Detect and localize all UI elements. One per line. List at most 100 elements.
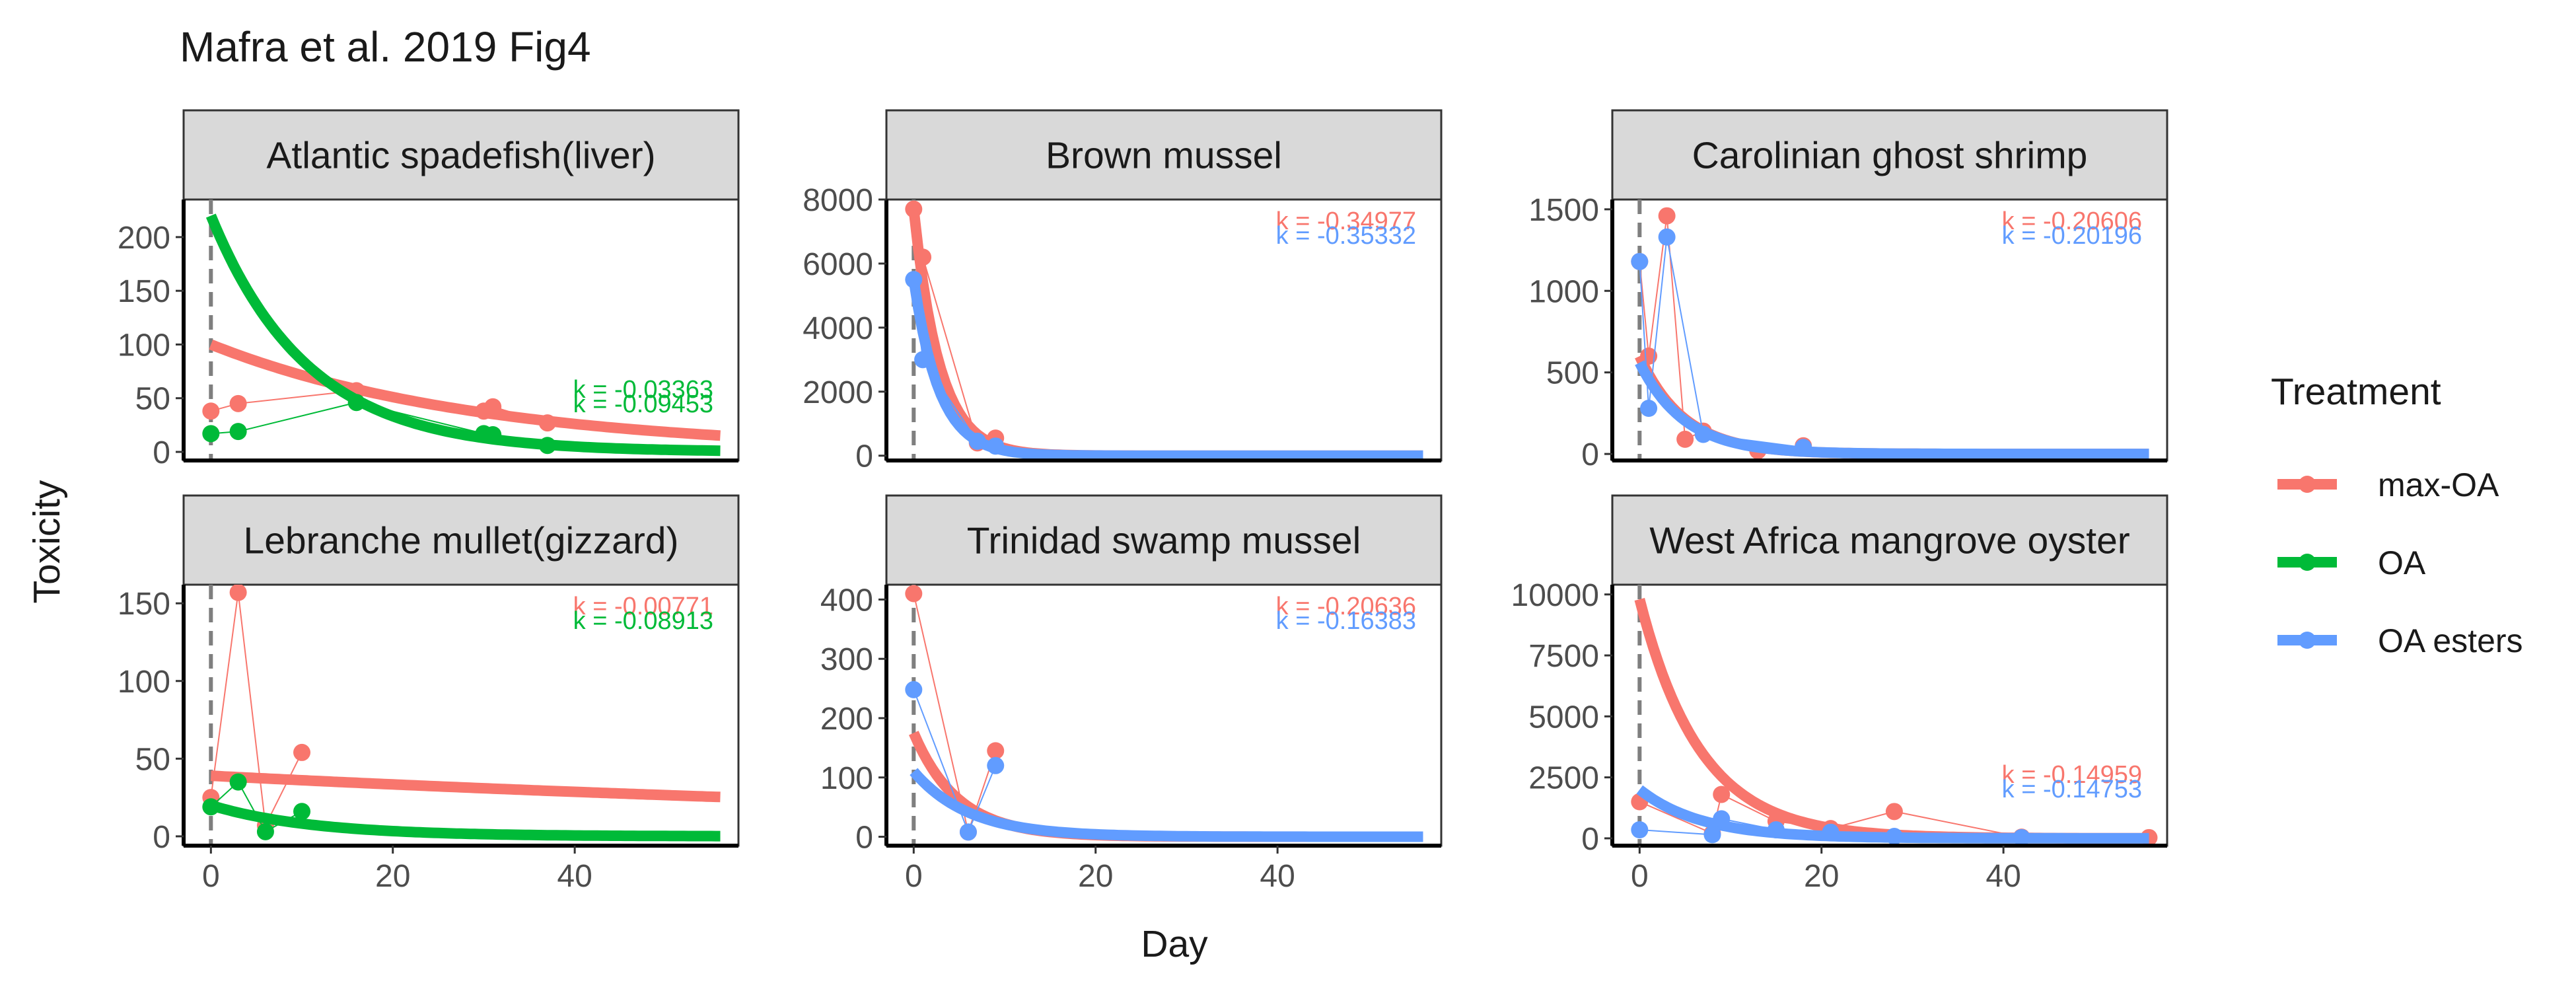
k-label: k = -0.00771 [573,593,713,620]
data-point-oa-esters [1822,823,1840,841]
data-point-oa-esters [914,351,932,369]
data-point-max-oa [1885,803,1903,821]
data-point-max-oa [484,398,502,416]
legend-label: OA [2378,544,2426,581]
k-label: k = -0.34977 [1276,207,1416,235]
y-tick-label: 500 [1546,356,1599,391]
data-point-oa [229,423,247,441]
y-tick-label: 50 [135,382,170,417]
y-tick-label: 0 [1581,822,1599,857]
legend-key-point [2299,554,2316,571]
legend-item-oa: OA [2277,544,2426,581]
data-point-oa-esters [905,271,923,289]
y-tick-label: 1000 [1528,274,1599,309]
y-tick-label: 1500 [1528,193,1599,228]
data-point-max-oa [229,585,247,601]
strip-label: Atlantic spadefish(liver) [266,135,655,177]
plot-area [1611,583,2168,847]
y-tick-label: 100 [118,328,170,363]
data-point-oa [202,798,220,816]
y-tick-label: 100 [820,761,873,796]
y-tick-label: 0 [153,820,170,855]
data-point-oa-esters [1640,400,1658,417]
y-tick-label: 2500 [1528,761,1599,796]
connect-line-oa-esters [913,279,996,447]
x-tick-label: 0 [1631,859,1649,894]
data-point-oa [484,425,502,443]
strip-label: Carolinian ghost shrimp [1692,135,2088,177]
plot-content [202,585,721,846]
data-point-oa-esters [1713,810,1731,828]
strip-label: Trinidad swamp mussel [967,520,1361,562]
k-label: k = -0.20196 [2002,222,2142,250]
y-tick-label: 0 [855,821,873,856]
fit-curve-max-oa [210,770,721,803]
data-point-oa-esters [987,437,1005,455]
k-label: k = -0.09453 [573,390,713,418]
data-point-max-oa [1640,348,1658,365]
data-point-oa [347,394,365,412]
strip-background [885,494,1443,586]
y-tick-label: 5000 [1528,700,1599,735]
plot-area [182,583,740,847]
legend-item-oa-esters: OA esters [2277,622,2523,659]
y-tick-label: 7500 [1528,639,1599,674]
data-point-max-oa [905,585,923,603]
k-label: k = -0.16383 [1276,607,1416,635]
x-axis-label: Day [1141,923,1208,965]
legend-label: max-OA [2378,466,2499,503]
legend-key-point [2299,476,2316,493]
y-tick-label: 10000 [1511,578,1599,613]
data-point-oa [229,773,247,791]
y-tick-label: 150 [118,587,170,622]
fit-curve-oa-esters [910,768,1423,842]
data-point-oa-esters [1795,439,1812,457]
k-label: k = -0.20636 [1276,593,1416,620]
y-tick-label: 200 [820,702,873,737]
plot-area [885,198,1443,462]
data-point-oa [293,803,311,821]
data-point-max-oa [538,414,556,432]
data-point-max-oa [229,394,247,412]
plot-content [1631,585,2158,846]
strip-label: Lebranche mullet(gizzard) [244,520,679,562]
x-tick-label: 40 [1986,859,2021,894]
y-tick-label: 50 [135,742,170,777]
k-label: k = -0.20606 [2002,207,2142,235]
x-tick-label: 0 [905,859,923,894]
plot-area [182,198,740,462]
plot-content [1631,200,2149,460]
y-tick-label: 0 [1581,437,1599,472]
y-tick-label: 200 [118,221,170,256]
y-tick-label: 0 [855,439,873,474]
strip-background [182,494,740,586]
data-point-oa-esters [905,680,923,698]
data-point-max-oa [914,248,932,266]
plot-content [905,200,1423,460]
data-point-oa-esters [2013,828,2030,846]
x-tick-label: 0 [202,859,220,894]
data-point-max-oa [905,200,923,218]
legend-title: Treatment [2271,371,2441,413]
strip-background [182,109,740,201]
data-point-oa [202,425,220,443]
strip-background [1611,109,2168,201]
legend-item-max-oa: max-OA [2277,466,2499,503]
y-tick-label: 150 [118,274,170,309]
plot-content [202,200,721,460]
data-point-max-oa [293,743,311,761]
chart-title: Mafra et al. 2019 Fig4 [180,23,591,71]
k-label: k = -0.14959 [2002,761,2142,789]
y-tick-label: 0 [153,435,170,470]
data-point-oa-esters [1885,827,1903,845]
y-tick-label: 400 [820,583,873,618]
data-point-oa-esters [1658,228,1676,246]
legend: Treatment max-OA OA OA esters [2271,371,2523,659]
fit-curve-oa [205,213,721,457]
data-point-oa-esters [1767,821,1785,839]
